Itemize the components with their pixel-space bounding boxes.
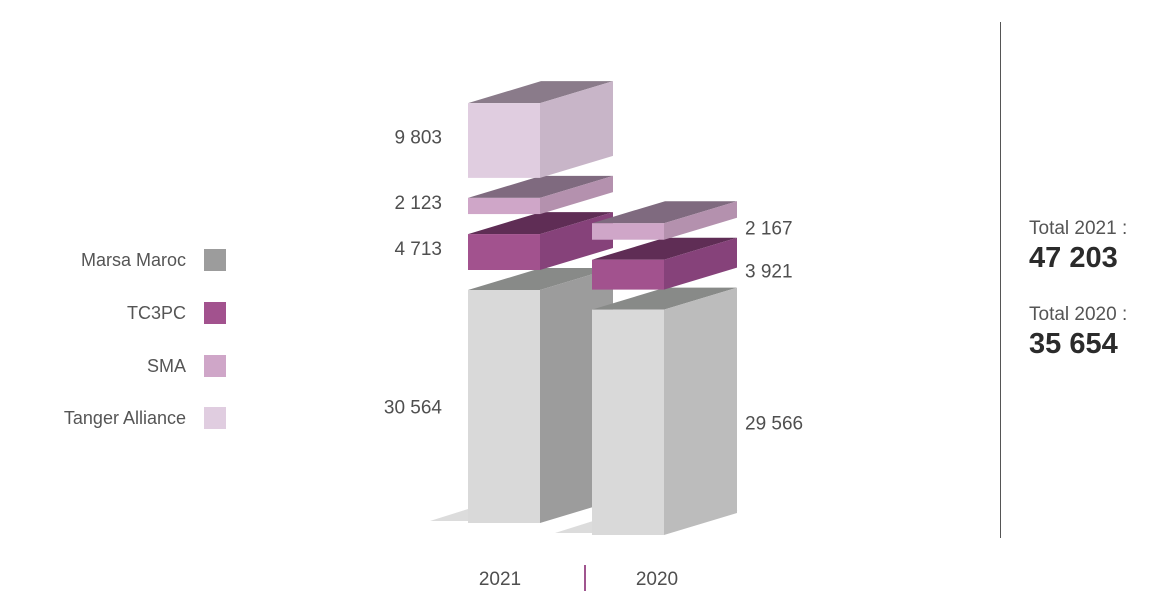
bar-sma-2020-top [592,201,737,224]
data-label-tanger-alliance-2021: 9 803 [394,128,442,149]
legend-label: Marsa Maroc [80,249,186,270]
legend-swatch [204,302,226,324]
bar-tanger-alliance-2021-side [540,81,613,178]
data-label-marsa-maroc-2021: 30 564 [384,398,443,419]
bar-sma-2021 [468,197,540,215]
bar-marsa-maroc-2020-top [592,287,737,310]
legend-label: SMA [146,355,186,376]
bar-sma-2020-side [664,201,737,240]
data-label-sma-2021: 2 123 [394,193,442,214]
bar-tc3pc-2020-top [592,237,737,260]
legend-item-tc3pc: TC3PC [0,302,226,324]
legend-label: TC3PC [126,302,186,323]
bar-sma-2020 [592,223,664,240]
bar-tanger-alliance-2021-top [468,81,613,104]
total-2021: Total 2021 : 47 203 [1029,218,1127,275]
vertical-divider [1000,22,1001,538]
total-label: Total 2021 : [1029,218,1128,239]
legend-item-tanger-alliance: Tanger Alliance [0,407,226,429]
bar-tc3pc-2021-top [468,212,613,235]
bar-tanger-alliance-2021 [468,103,540,178]
bar-marsa-maroc-2021-top [468,268,613,290]
bar-sma-2021-side [540,175,613,215]
legend-item-sma: SMA [0,355,226,377]
data-label-tc3pc-2020: 3 921 [745,262,793,283]
year-separator [584,565,586,591]
x-tick-label-2020: 2020 [636,569,678,590]
x-tick-label-2021: 2021 [479,569,521,590]
bar-marsa-maroc-2021 [468,290,540,523]
bar-tc3pc-2020 [592,259,664,290]
legend-swatch [204,249,226,271]
bar-marsa-maroc-2020 [592,309,664,535]
total-2020: Total 2020 : 35 654 [1029,304,1127,361]
total-value: 35 654 [1029,328,1118,360]
bar-marsa-maroc-2020-side [664,287,737,535]
bar-sma-2021-top [468,175,613,198]
bar-tc3pc-2021 [468,234,540,270]
data-label-sma-2020: 2 167 [745,218,793,239]
data-label-tc3pc-2021: 4 713 [394,239,442,260]
legend-swatch [204,407,226,429]
data-label-marsa-maroc-2020: 29 566 [745,413,803,434]
total-label: Total 2020 : [1029,304,1128,325]
legend-swatch [204,355,226,377]
legend-label: Tanger Alliance [63,407,186,428]
legend-item-marsa-maroc: Marsa Maroc [0,249,226,271]
bar-tc3pc-2020-side [664,237,737,290]
total-value: 47 203 [1029,242,1118,274]
